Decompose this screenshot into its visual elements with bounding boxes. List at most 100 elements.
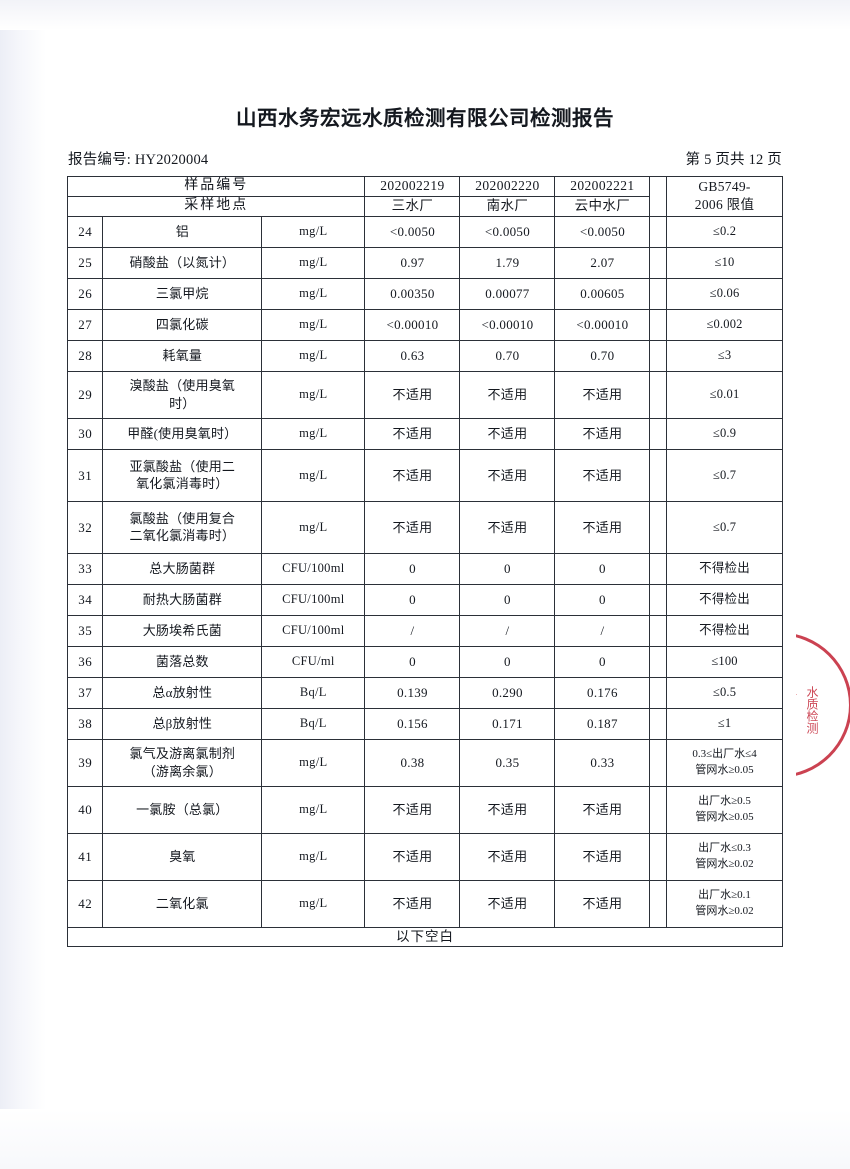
row-value-sample-1: 0.139 — [364, 676, 461, 709]
header-standard-line2: 2006 限值 — [694, 197, 755, 213]
row-standard-limit: 出厂水≤0.3 管网水≥0.02 — [666, 832, 783, 881]
table-row: 33 总大肠菌群 CFU/100ml 0 0 0 不得检出 — [66, 552, 783, 585]
spacer-cell — [649, 339, 668, 372]
spacer-cell — [649, 417, 668, 450]
row-value-sample-3: / — [554, 614, 651, 647]
row-index: 32 — [66, 500, 104, 554]
spacer-cell — [649, 370, 668, 419]
report-number: 报告编号: HY2020004 — [68, 152, 209, 168]
parameter-name-line1: 氯酸盐（使用复合 — [129, 510, 236, 526]
row-value-sample-3: 0.00605 — [554, 277, 651, 310]
row-standard-limit: ≤10 — [666, 246, 783, 279]
row-value-sample-3: 0 — [554, 645, 651, 678]
row-unit: mg/L — [261, 879, 366, 928]
row-value-sample-1: 0.00350 — [364, 277, 461, 310]
row-parameter-name: 耐热大肠菌群 — [102, 583, 263, 616]
standard-limit-line1: 不得检出 — [699, 592, 750, 607]
standard-limit-line2: 管网水≥0.05 — [695, 763, 754, 776]
table-row: 25 硝酸盐（以氮计） mg/L 0.97 1.79 2.07 ≤10 — [66, 246, 783, 279]
spacer-cell — [649, 676, 668, 709]
row-value-sample-2: 0.290 — [459, 676, 556, 709]
row-value-sample-1: / — [364, 614, 461, 647]
row-index: 26 — [66, 277, 104, 310]
spacer-cell — [649, 277, 668, 310]
parameter-name-line1: 甲醛(使用臭氧时） — [127, 426, 238, 441]
row-value-sample-2: 0.70 — [459, 339, 556, 372]
report-meta: 报告编号: HY2020004 第 5 页共 12 页 — [68, 148, 782, 169]
spacer-cell — [649, 500, 668, 554]
row-parameter-name: 一氯胺（总氯） — [102, 785, 263, 834]
row-value-sample-3: 2.07 — [554, 246, 651, 279]
spacer-column — [649, 176, 668, 217]
row-unit: mg/L — [261, 500, 366, 554]
row-parameter-name: 甲醛(使用臭氧时） — [102, 417, 263, 450]
standard-limit-line1: ≤100 — [711, 654, 738, 669]
row-index: 37 — [66, 676, 104, 709]
blank-below-note: 以下空白 — [67, 926, 783, 948]
row-unit: mg/L — [261, 738, 366, 787]
row-index: 25 — [66, 246, 104, 279]
row-value-sample-3: 0 — [554, 552, 651, 585]
row-standard-limit: ≤100 — [666, 645, 783, 678]
standard-limit-line2: 管网水≥0.02 — [695, 857, 754, 870]
row-standard-limit: ≤0.2 — [666, 215, 783, 248]
row-index: 41 — [66, 832, 104, 881]
table-row: 42 二氧化氯 mg/L 不适用 不适用 不适用 出厂水≥0.1 管网水≥0.02 — [66, 879, 783, 928]
row-value-sample-2: 0.171 — [459, 707, 556, 740]
parameter-name-line2: 二氧化氯消毒时） — [129, 528, 236, 544]
table-row: 28 耗氧量 mg/L 0.63 0.70 0.70 ≤3 — [66, 339, 783, 372]
table-row: 26 三氯甲烷 mg/L 0.00350 0.00077 0.00605 ≤0.06 — [66, 277, 783, 310]
row-index: 36 — [66, 645, 104, 678]
spacer-cell — [649, 308, 668, 341]
standard-limit-line1: ≤0.2 — [712, 224, 737, 239]
standard-limit-line1: 出厂水≥0.5 — [698, 794, 751, 807]
row-unit: mg/L — [261, 417, 366, 450]
row-value-sample-3: 不适用 — [554, 785, 651, 834]
row-index: 35 — [66, 614, 104, 647]
row-value-sample-1: 0 — [364, 645, 461, 678]
row-value-sample-1: 不适用 — [364, 879, 461, 928]
row-value-sample-1: 不适用 — [364, 448, 461, 502]
row-unit: Bq/L — [261, 707, 366, 740]
spacer-cell — [649, 246, 668, 279]
row-value-sample-2: 不适用 — [459, 879, 556, 928]
parameter-name-line1: 硝酸盐（以氮计） — [129, 255, 236, 270]
parameter-name-line1: 大肠埃希氏菌 — [142, 623, 222, 638]
parameter-name-line1: 臭氧 — [169, 849, 196, 864]
row-standard-limit: 不得检出 — [666, 583, 783, 616]
row-value-sample-2: 不适用 — [459, 832, 556, 881]
row-value-sample-1: 0.63 — [364, 339, 461, 372]
standard-limit-line1: ≤0.002 — [706, 317, 743, 332]
row-index: 24 — [66, 215, 104, 248]
row-parameter-name: 氯酸盐（使用复合 二氧化氯消毒时） — [102, 500, 263, 554]
header-sample-no-label: 样品编号 — [66, 176, 366, 197]
row-parameter-name: 总α放射性 — [102, 676, 263, 709]
seal-ring — [796, 632, 850, 776]
row-value-sample-2: 不适用 — [459, 417, 556, 450]
standard-limit-line1: ≤0.01 — [709, 387, 740, 402]
table-row: 34 耐热大肠菌群 CFU/100ml 0 0 0 不得检出 — [66, 583, 783, 616]
table-header-sample-no: 样品编号 202002219 202002220 202002221 GB574… — [66, 176, 783, 217]
table-row: 40 一氯胺（总氯） mg/L 不适用 不适用 不适用 出厂水≥0.5 管网水≥0.05 — [66, 785, 783, 834]
row-standard-limit: ≤3 — [666, 339, 783, 372]
row-value-sample-3: 0.187 — [554, 707, 651, 740]
spacer-cell — [649, 879, 668, 928]
row-unit: CFU/100ml — [261, 552, 366, 585]
row-value-sample-2: 1.79 — [459, 246, 556, 279]
standard-limit-line1: ≤0.5 — [712, 685, 737, 700]
seal-right-text: 水质检测 — [805, 686, 819, 734]
row-value-sample-2: 0.35 — [459, 738, 556, 787]
table-row: 39 氯气及游离氯制剂 （游离余氯） mg/L 0.38 0.35 0.33 0.3≤出厂水≤… — [66, 738, 783, 787]
row-standard-limit: ≤1 — [666, 707, 783, 740]
row-value-sample-3: 0.176 — [554, 676, 651, 709]
parameter-name-line1: 亚氯酸盐（使用二 — [129, 458, 236, 474]
row-index: 34 — [66, 583, 104, 616]
row-parameter-name: 总β放射性 — [102, 707, 263, 740]
official-seal-stamp: 山西水务宏远 检测专用章 水质检测 有限公司 — [796, 628, 850, 776]
row-value-sample-1: 0.156 — [364, 707, 461, 740]
row-value-sample-1: 不适用 — [364, 417, 461, 450]
row-unit: mg/L — [261, 339, 366, 372]
row-parameter-name: 耗氧量 — [102, 339, 263, 372]
standard-limit-line2: 管网水≥0.02 — [695, 904, 754, 917]
